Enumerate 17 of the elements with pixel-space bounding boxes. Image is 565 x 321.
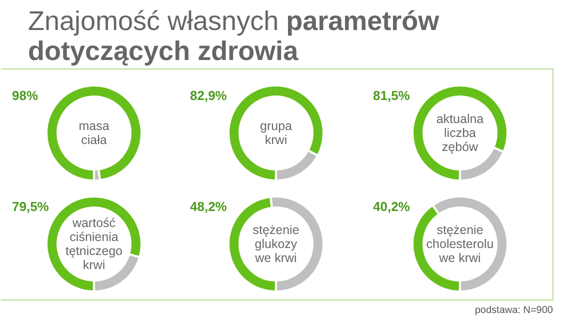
text: podstawa: N=900 xyxy=(474,305,554,316)
donut-slice xyxy=(46,196,142,292)
data-label: 98% xyxy=(12,88,38,103)
text: aktualna liczba zębów xyxy=(436,112,484,154)
text: grupa krwi xyxy=(260,119,292,147)
donut-slice xyxy=(228,86,324,180)
text: wartość ciśnienia tętniczego krwi xyxy=(66,216,123,272)
data-label: 79,5% xyxy=(12,199,50,214)
data-label: 40,2% xyxy=(373,199,410,214)
text: stężenie glukozy we krwi xyxy=(252,223,300,265)
donut-slice xyxy=(412,86,508,180)
text: Znajomość własnych parametrów dotyczących zdrowia xyxy=(28,6,440,66)
data-label: 81,5% xyxy=(373,88,410,103)
text: stężenie cholesterolu we krwi xyxy=(426,223,494,265)
data-label: 48,2% xyxy=(190,199,228,214)
text: masa ciała xyxy=(78,119,110,147)
data-label: 82,9% xyxy=(190,88,228,103)
